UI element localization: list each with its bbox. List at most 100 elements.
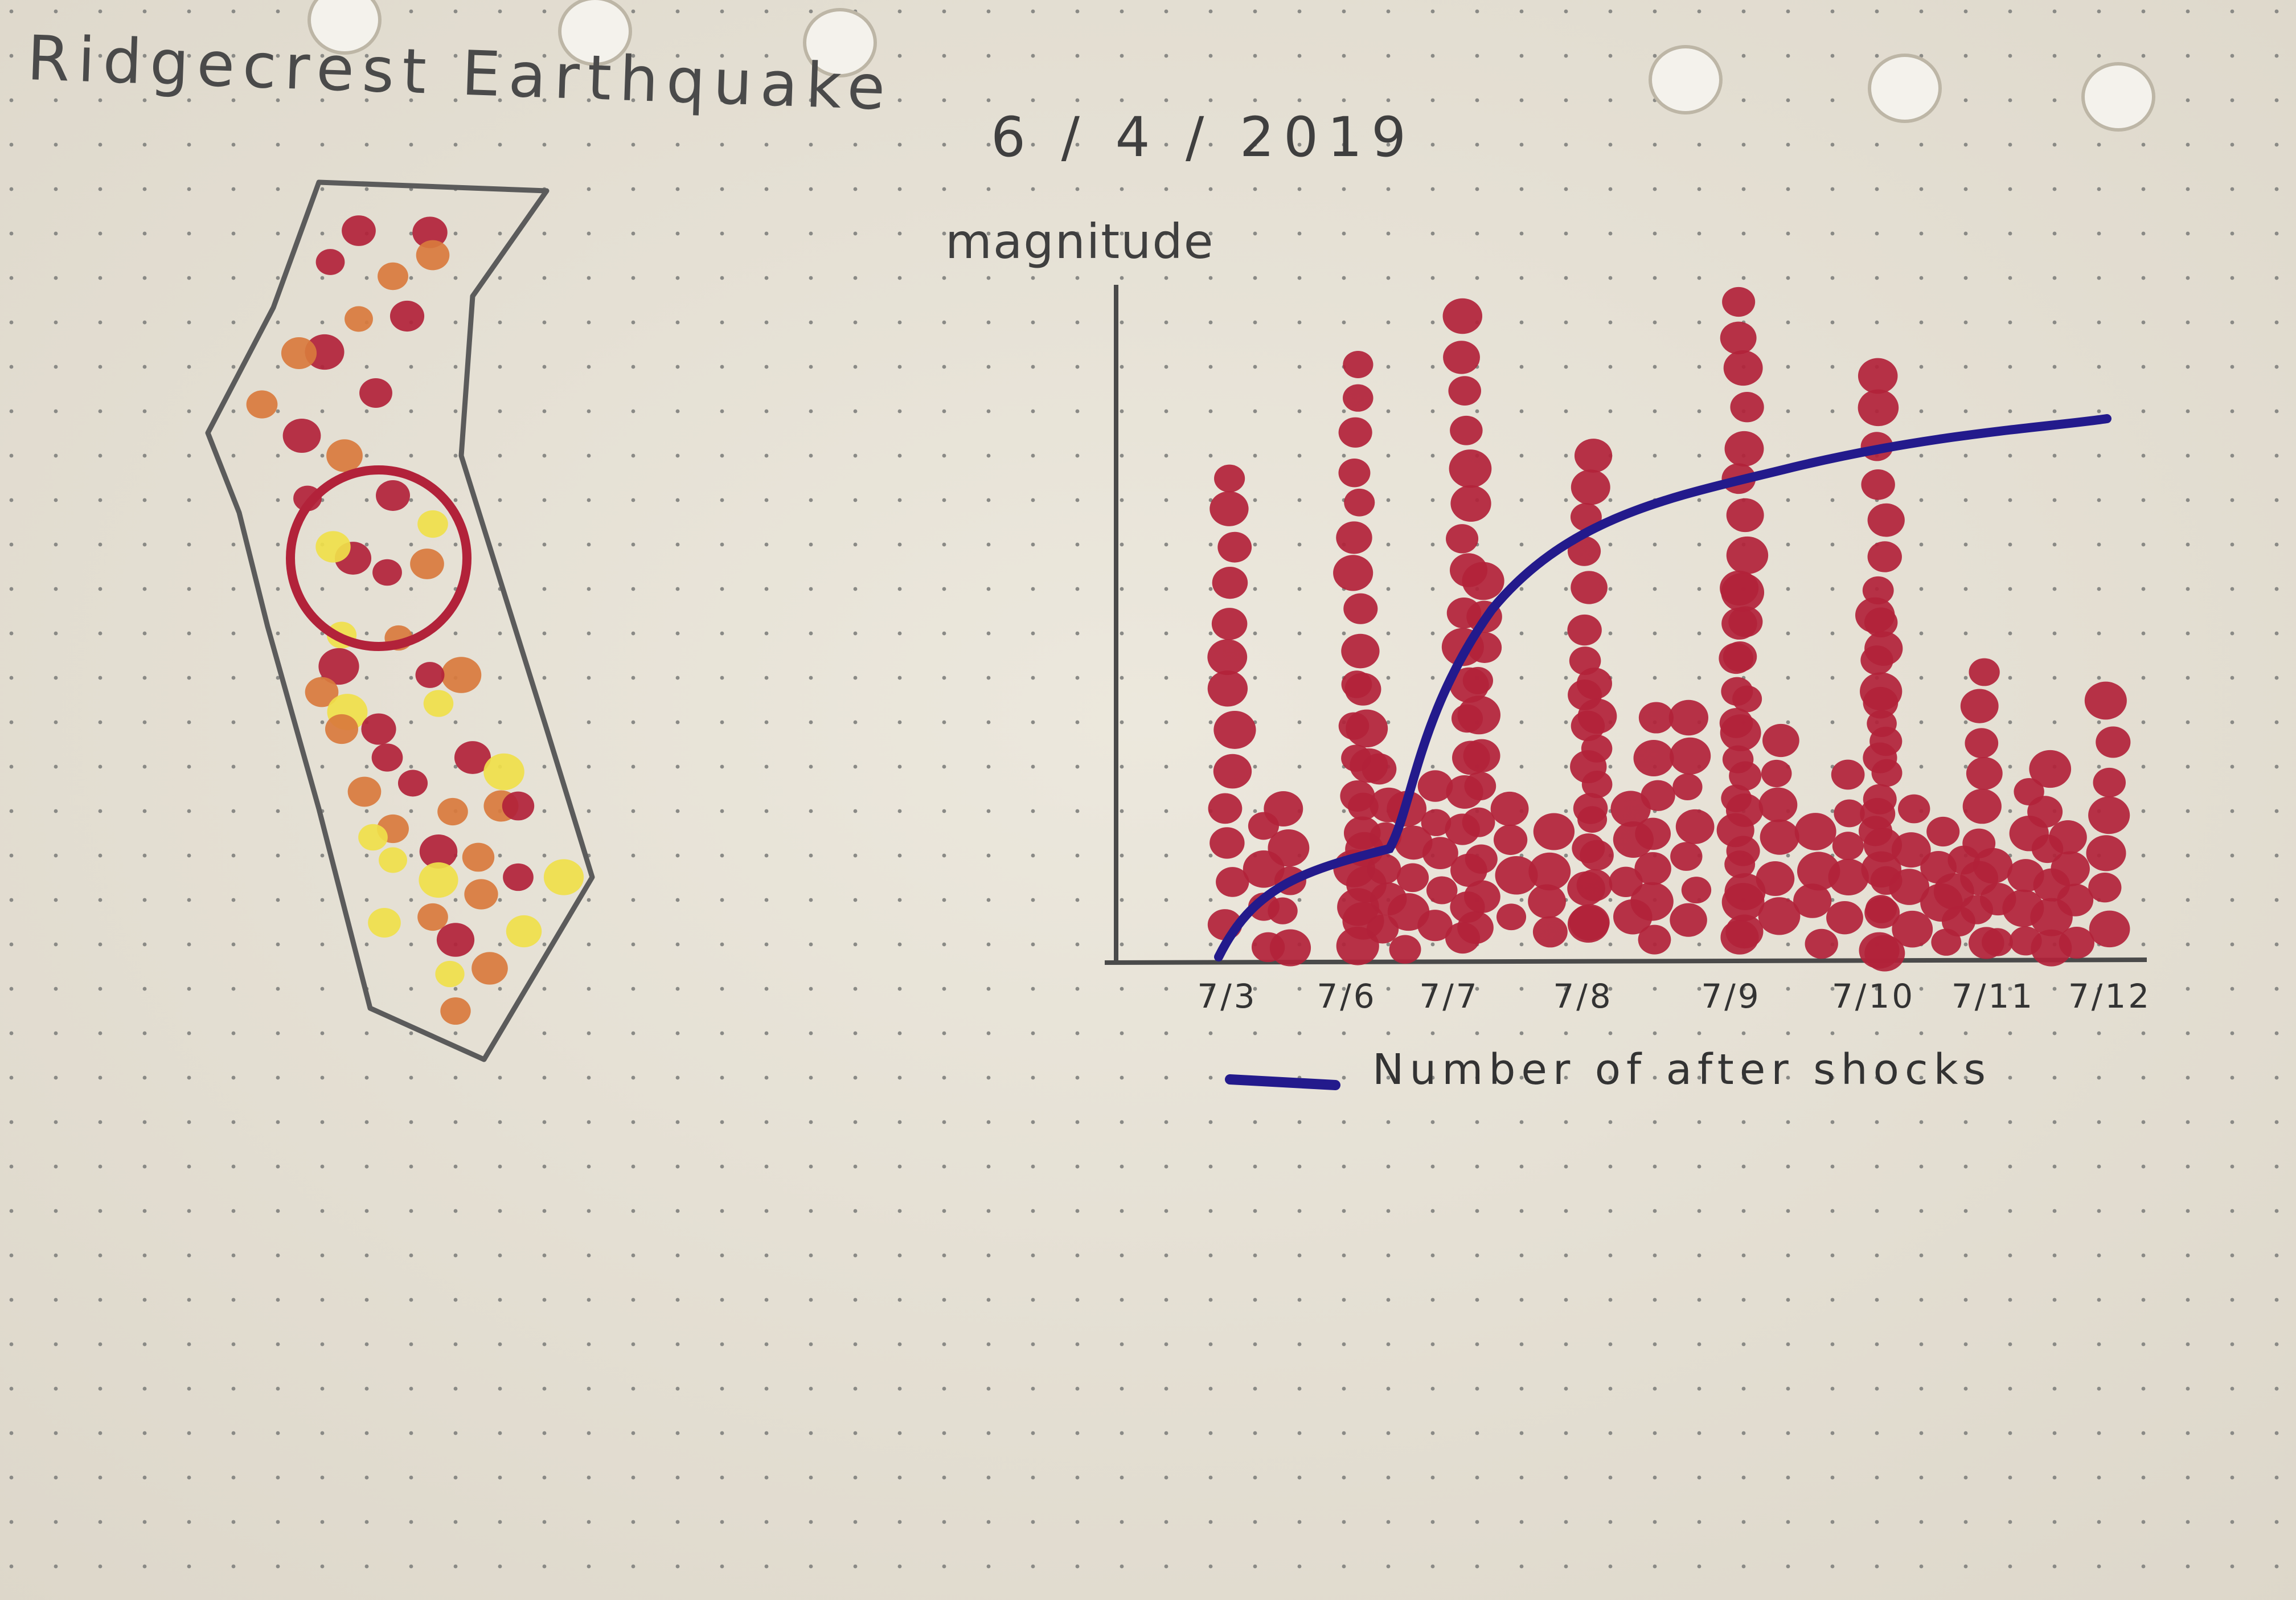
- magnitude-dot: [1635, 817, 1671, 850]
- magnitude-dot: [1577, 806, 1608, 833]
- map-dot: [502, 791, 535, 821]
- map-dot: [305, 334, 345, 370]
- magnitude-dot: [1567, 536, 1601, 566]
- magnitude-dot: [1630, 882, 1674, 921]
- magnitude-dot: [1721, 572, 1765, 612]
- magnitude-dot: [1336, 521, 1372, 554]
- magnitude-dot: [1860, 672, 1903, 711]
- magnitude-dot: [1214, 464, 1245, 493]
- magnitude-dot: [1609, 866, 1643, 897]
- magnitude-dot: [1719, 708, 1753, 738]
- magnitude-dot: [1417, 770, 1453, 802]
- magnitude-dot: [1450, 415, 1483, 445]
- magnitude-dot: [1610, 791, 1651, 827]
- magnitude-dot: [2059, 926, 2094, 959]
- magnitude-dot: [1726, 536, 1769, 574]
- magnitude-dot: [1794, 813, 1836, 850]
- map-dot: [246, 390, 278, 419]
- magnitude-dot: [1581, 734, 1613, 763]
- punch-holes: [308, 0, 2155, 132]
- magnitude-dot: [1367, 853, 1401, 885]
- magnitude-dot: [1793, 883, 1832, 918]
- map-dot: [359, 378, 392, 408]
- magnitude-dot: [1533, 813, 1575, 850]
- map-dot: [437, 797, 468, 826]
- magnitude-dot: [1828, 858, 1869, 896]
- map-dot: [358, 824, 388, 851]
- magnitude-dot: [1462, 666, 1493, 694]
- magnitude-dot: [1670, 737, 1711, 775]
- magnitude-dot: [1421, 809, 1452, 836]
- magnitude-dot: [1723, 350, 1763, 386]
- magnitude-dot: [1966, 757, 2003, 790]
- epicenter-circle: [286, 465, 472, 651]
- magnitude-dot: [1862, 576, 1894, 605]
- magnitude-dot: [2084, 681, 2127, 720]
- magnitude-dot: [1576, 869, 1613, 902]
- magnitude-dot: [1858, 389, 1899, 427]
- magnitude-dot: [1333, 555, 1374, 591]
- magnitude-dot: [1528, 884, 1566, 919]
- map-dot: [371, 743, 403, 772]
- magnitude-dot: [2027, 796, 2063, 828]
- magnitude-dot: [1831, 759, 1865, 790]
- magnitude-dot: [1864, 631, 1903, 666]
- magnitude-dot: [1805, 928, 1838, 959]
- map-dot: [412, 216, 448, 248]
- map-outline: [205, 179, 595, 1062]
- magnitude-dot: [1344, 488, 1375, 517]
- magnitude-dot: [1211, 608, 1248, 640]
- magnitude-dot: [1834, 799, 1865, 828]
- magnitude-dot: [1721, 677, 1753, 706]
- magnitude-dot: [1670, 903, 1707, 937]
- magnitude-dot: [1207, 639, 1248, 676]
- magnitude-dot: [1574, 439, 1613, 473]
- magnitude-dot: [1426, 876, 1458, 905]
- magnitude-dot: [1457, 911, 1494, 944]
- map-dot: [543, 859, 584, 895]
- x-tick-label: 7/3: [1197, 977, 1257, 1016]
- magnitude-dot: [1338, 459, 1371, 488]
- magnitude-dot: [1344, 673, 1381, 706]
- map-dot: [506, 915, 542, 948]
- magnitude-dot: [1756, 861, 1795, 897]
- magnitude-dot: [1580, 840, 1614, 871]
- map-dot: [436, 923, 475, 957]
- magnitude-dot: [1207, 670, 1248, 707]
- map-dot: [345, 306, 373, 332]
- map-dot: [281, 337, 317, 369]
- magnitude-dot: [1462, 807, 1495, 837]
- magnitude-dot: [1366, 914, 1399, 944]
- map-dot: [503, 863, 534, 891]
- magnitude-dot: [1577, 698, 1617, 734]
- magnitude-dot: [1859, 932, 1900, 969]
- magnitude-dot: [1448, 376, 1481, 406]
- map-dot: [326, 439, 363, 472]
- magnitude-dot: [1496, 903, 1527, 931]
- magnitude-dot: [1446, 524, 1479, 554]
- magnitude-dot: [1362, 753, 1397, 785]
- magnitude-dot: [1464, 771, 1496, 801]
- magnitude-dot: [1965, 728, 1999, 759]
- map-dot: [423, 690, 454, 717]
- magnitude-dot: [1338, 417, 1372, 448]
- map-dot: [462, 842, 495, 872]
- x-tick-label: 7/9: [1701, 977, 1761, 1016]
- magnitude-dot: [1216, 867, 1249, 897]
- magnitude-dot: [1760, 819, 1799, 855]
- magnitude-dot: [1716, 813, 1754, 848]
- map-dot: [342, 215, 376, 246]
- magnitude-dot: [2089, 910, 2130, 948]
- magnitude-dot: [1858, 358, 1898, 394]
- map-dot: [378, 262, 408, 290]
- magnitude-dot: [1832, 832, 1864, 860]
- map-dot: [315, 531, 351, 563]
- magnitude-dot: [1962, 788, 2002, 824]
- magnitude-dot: [1722, 287, 1756, 317]
- aftershock-chart: [1104, 285, 2147, 1090]
- magnitude-dot: [1268, 897, 1298, 924]
- magnitude-dot: [1863, 742, 1897, 774]
- magnitude-dot: [2088, 796, 2130, 834]
- magnitude-dot: [1567, 614, 1602, 646]
- magnitude-dot: [1758, 787, 1798, 822]
